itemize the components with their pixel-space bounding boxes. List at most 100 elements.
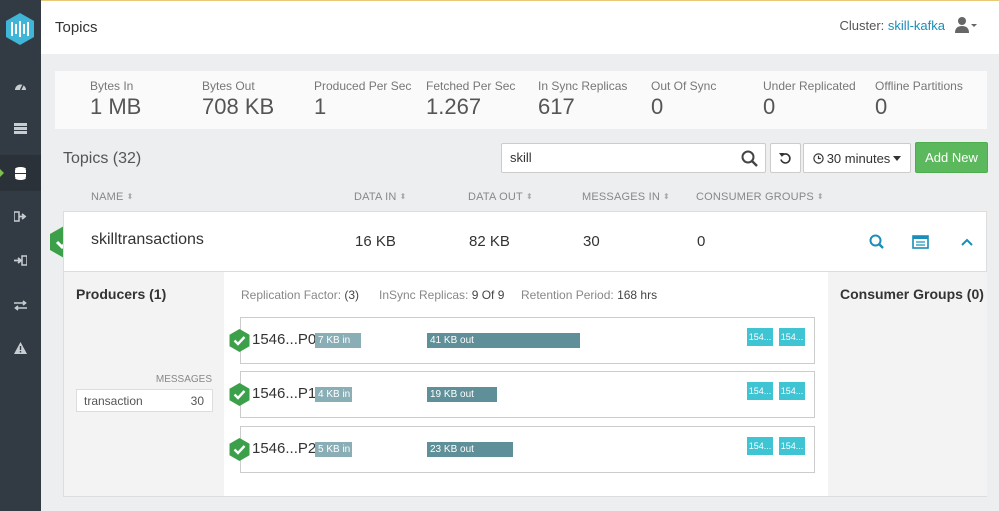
search-icon[interactable] [741,150,758,167]
replication-icon [14,299,27,311]
partition-bytes-in-bar: 4 KB in [315,387,352,402]
topic-search-input[interactable] [510,150,730,165]
topic-data-out: 82 KB [469,233,510,250]
sidebar-item-dashboard[interactable] [0,67,41,103]
brokers-icon [14,122,27,134]
partition-healthy-icon [229,329,250,352]
column-header-name[interactable]: NAME ⬍ [91,191,134,203]
replica-badge[interactable]: 154... [747,328,773,346]
topic-name[interactable]: skilltransactions [91,231,204,248]
topics-count-title: Topics (32) [63,150,142,167]
metric-value: 1 [314,94,327,119]
partition-row[interactable]: 1546...P0 7 KB in 41 KB out 154... 154..… [240,317,815,364]
metric-label: Offline Partitions [875,79,963,93]
time-range-label: 30 minutes [826,150,891,166]
column-header-label: DATA OUT [468,191,523,203]
insync-replicas-label: InSync Replicas: [379,288,469,302]
column-header-label: DATA IN [354,191,397,203]
producer-list-item[interactable]: transaction 30 [76,389,213,412]
partitions-panel: Replication Factor: (3) InSync Replicas:… [224,272,828,496]
user-menu-icon[interactable] [955,16,977,34]
sidebar-item-producers[interactable] [0,242,41,278]
column-header-consumer-groups[interactable]: CONSUMER GROUPS ⬍ [696,191,824,203]
replication-factor-value: (3) [344,288,360,302]
replica-badge[interactable]: 154... [779,328,805,346]
metric-label: In Sync Replicas [538,79,628,93]
column-header-data-out[interactable]: DATA OUT ⬍ [468,191,533,203]
sort-icon: ⬍ [399,192,407,201]
metric-value: 0 [651,94,664,119]
producers-icon [14,254,27,266]
metric-fetched-per-sec: Fetched Per Sec 1.267 [426,79,515,120]
consumers-icon [14,210,27,222]
replica-badge[interactable]: 154... [779,382,805,400]
metric-label: Bytes Out [202,79,255,93]
partition-name: 1546...P0 [252,331,317,348]
partition-row[interactable]: 1546...P1 4 KB in 19 KB out 154... 154..… [240,371,815,418]
sidebar-item-brokers[interactable] [0,110,41,146]
metric-label: Under Replicated [763,79,856,93]
replication-factor-info: Replication Factor: (3) [241,288,359,302]
replica-badge[interactable]: 154... [779,437,805,455]
producer-message-count: 30 [190,394,204,408]
metric-value: 617 [538,94,575,119]
cluster-name-link[interactable]: skill-kafka [887,18,945,33]
sort-icon: ⬍ [126,192,134,201]
metrics-summary: Bytes In 1 MB Bytes Out 708 KB Produced … [55,71,987,129]
metric-label: Bytes In [90,79,134,93]
column-header-messages-in[interactable]: MESSAGES IN ⬍ [582,191,670,203]
topics-database-icon [15,166,26,180]
metric-bytes-out: Bytes Out 708 KB [202,79,274,120]
partition-name: 1546...P1 [252,385,317,402]
metric-in-sync-replicas: In Sync Replicas 617 [538,79,627,120]
replica-badge[interactable]: 154... [747,437,773,455]
replication-factor-label: Replication Factor: [241,288,342,302]
cluster-selector[interactable]: Cluster: skill-kafka [840,18,946,33]
partition-healthy-icon [229,383,250,406]
metric-value: 708 KB [202,94,275,119]
topic-search-box[interactable] [501,143,766,173]
column-header-label: CONSUMER GROUPS [696,191,814,203]
metric-offline-partitions: Offline Partitions 0 [875,79,963,120]
insync-replicas-info: InSync Replicas: 9 Of 9 [379,288,504,302]
consumer-groups-panel: Consumer Groups (0) [830,272,987,496]
producers-title: Producers (1) [76,286,167,302]
inspect-search-icon[interactable] [868,233,886,251]
sort-icon: ⬍ [525,192,533,201]
add-new-button[interactable]: Add New [915,142,988,173]
column-header-label: NAME [91,191,124,203]
retention-period-label: Retention Period: [521,288,614,302]
sidebar-item-alerts[interactable] [0,330,41,366]
metric-label: Produced Per Sec [314,79,412,93]
metric-value: 1.267 [426,94,482,119]
sidebar-item-replication[interactable] [0,287,41,323]
column-header-data-in[interactable]: DATA IN ⬍ [354,191,406,203]
producer-name: transaction [84,394,143,408]
alerts-icon [14,342,27,354]
partition-bytes-out-bar: 41 KB out [427,333,580,348]
sort-icon: ⬍ [816,192,824,201]
metric-value: 0 [875,94,888,119]
metric-value: 0 [763,94,776,119]
topic-detail-panel: Producers (1) MESSAGES transaction 30 Re… [63,272,987,497]
refresh-button[interactable] [770,143,801,173]
partition-row[interactable]: 1546...P2 5 KB in 23 KB out 154... 154..… [240,426,815,473]
time-range-dropdown[interactable]: 30 minutes [803,143,911,173]
retention-period-value: 168 hrs [617,288,658,302]
app-logo-icon[interactable] [3,12,37,46]
partition-bytes-in-bar: 7 KB in [315,333,361,348]
replica-badge[interactable]: 154... [747,382,773,400]
collapse-chevron-up-icon[interactable] [958,233,976,251]
cluster-label: Cluster: [839,18,885,33]
sidebar [0,0,41,511]
sidebar-item-consumers[interactable] [0,198,41,234]
insync-replicas-value: 9 Of 9 [471,288,505,302]
metric-value: 1 MB [90,94,142,119]
view-details-icon[interactable] [912,233,930,251]
sidebar-item-topics[interactable] [0,155,41,191]
caret-down-icon [893,155,902,161]
topic-consumer-groups: 0 [697,233,706,250]
topic-row[interactable]: skilltransactions 16 KB 82 KB 30 0 [63,211,987,272]
metric-out-of-sync: Out Of Sync 0 [651,79,716,120]
page-title: Topics [55,19,98,36]
